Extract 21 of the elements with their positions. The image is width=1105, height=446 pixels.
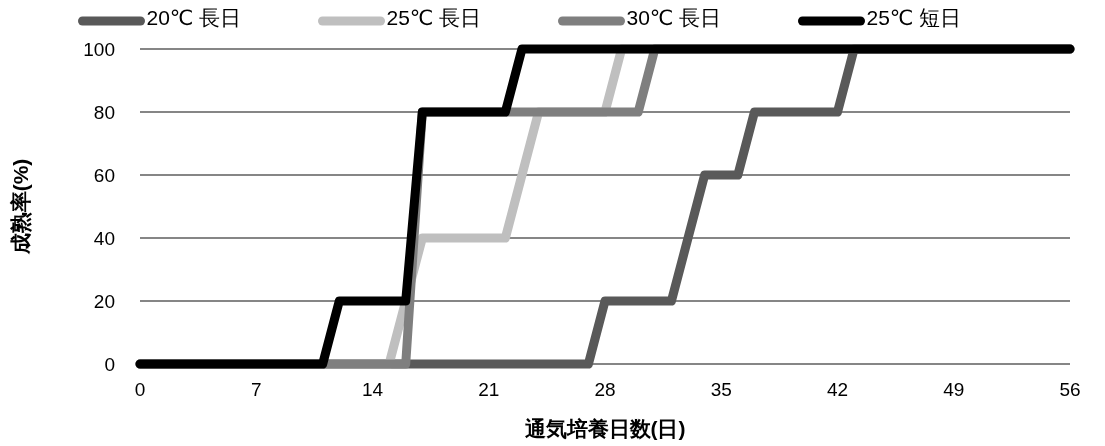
y-tick-label: 40 <box>93 227 115 249</box>
x-tick-label: 56 <box>1059 379 1081 400</box>
legend-label: 25℃ 短日 <box>866 6 962 30</box>
x-tick-label: 7 <box>250 379 262 400</box>
x-tick-label: 28 <box>594 379 616 400</box>
legend-label: 30℃ 長日 <box>626 6 722 30</box>
y-tick-label: 100 <box>83 38 115 60</box>
y-tick-label: 20 <box>93 290 115 312</box>
x-tick-label: 21 <box>478 379 500 400</box>
y-tick-label: 80 <box>93 101 115 123</box>
legend-label: 20℃ 長日 <box>146 6 242 30</box>
x-tick-label: 35 <box>710 379 732 400</box>
y-tick-label: 0 <box>104 353 115 375</box>
y-axis-title: 成熟率(%) <box>9 158 32 256</box>
x-axis-title: 通気培養日数(日) <box>523 417 686 440</box>
x-tick-label: 14 <box>361 379 384 400</box>
y-tick-label: 60 <box>93 164 115 186</box>
x-tick-label: 49 <box>943 379 965 400</box>
x-tick-label: 0 <box>134 379 146 400</box>
legend-label: 25℃ 長日 <box>386 6 482 30</box>
x-tick-label: 42 <box>826 379 849 400</box>
